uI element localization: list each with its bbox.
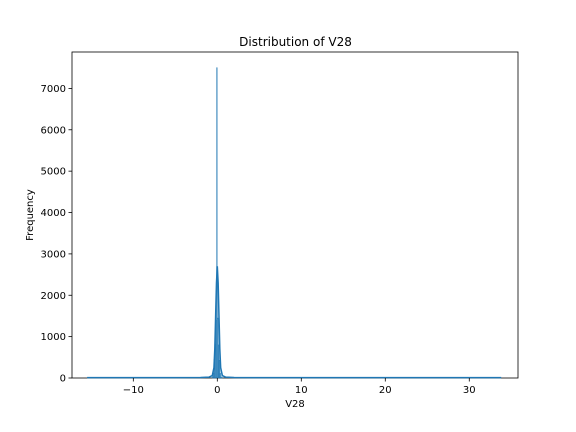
kde-fill <box>87 266 502 378</box>
y-axis-ticks: 0 1000 2000 3000 4000 5000 6000 7000 <box>41 84 72 385</box>
x-axis-label: V28 <box>285 399 305 410</box>
x-tick-label: 20 <box>379 385 392 396</box>
x-tick-label: 10 <box>295 385 308 396</box>
y-axis-label: Frequency <box>25 189 36 241</box>
histogram-bar <box>219 373 221 379</box>
histogram-bars <box>212 67 223 379</box>
y-tick-label: 4000 <box>41 208 66 219</box>
y-tick-label: 1000 <box>41 332 66 343</box>
x-axis-ticks: −10 0 10 20 30 <box>123 378 476 396</box>
x-tick-label: −10 <box>123 385 144 396</box>
y-tick-label: 7000 <box>41 84 66 95</box>
y-tick-label: 5000 <box>41 167 66 178</box>
kde-line <box>87 266 502 379</box>
y-tick-label: 0 <box>60 374 66 385</box>
y-tick-label: 6000 <box>41 125 66 136</box>
axes-frame <box>71 51 519 379</box>
chart-title: Distribution of V28 <box>239 35 352 49</box>
y-tick-label: 3000 <box>41 249 66 260</box>
histogram-bar <box>218 360 221 379</box>
x-tick-label: 0 <box>214 385 220 396</box>
y-tick-label: 2000 <box>41 291 66 302</box>
x-tick-label: 30 <box>463 385 476 396</box>
histogram-bar <box>216 67 218 379</box>
plot-area <box>71 51 519 379</box>
